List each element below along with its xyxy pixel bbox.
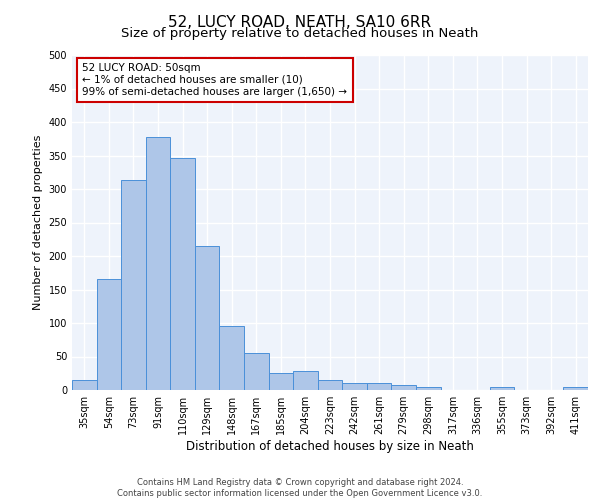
Bar: [342, 384, 367, 390]
Bar: [293, 370, 318, 390]
Bar: [563, 386, 588, 390]
Bar: [318, 380, 342, 390]
Text: 52 LUCY ROAD: 50sqm
← 1% of detached houses are smaller (10)
99% of semi-detache: 52 LUCY ROAD: 50sqm ← 1% of detached hou…: [82, 64, 347, 96]
Text: Contains HM Land Registry data © Crown copyright and database right 2024.
Contai: Contains HM Land Registry data © Crown c…: [118, 478, 482, 498]
Bar: [244, 353, 269, 390]
Bar: [195, 246, 220, 390]
Bar: [146, 138, 170, 390]
Y-axis label: Number of detached properties: Number of detached properties: [33, 135, 43, 310]
Bar: [416, 386, 440, 390]
Bar: [97, 280, 121, 390]
Bar: [269, 373, 293, 390]
Bar: [72, 380, 97, 390]
Bar: [170, 158, 195, 390]
X-axis label: Distribution of detached houses by size in Neath: Distribution of detached houses by size …: [186, 440, 474, 453]
Bar: [367, 384, 391, 390]
Bar: [121, 180, 146, 390]
Bar: [391, 386, 416, 390]
Bar: [220, 326, 244, 390]
Bar: [490, 386, 514, 390]
Text: 52, LUCY ROAD, NEATH, SA10 6RR: 52, LUCY ROAD, NEATH, SA10 6RR: [169, 15, 431, 30]
Text: Size of property relative to detached houses in Neath: Size of property relative to detached ho…: [121, 28, 479, 40]
